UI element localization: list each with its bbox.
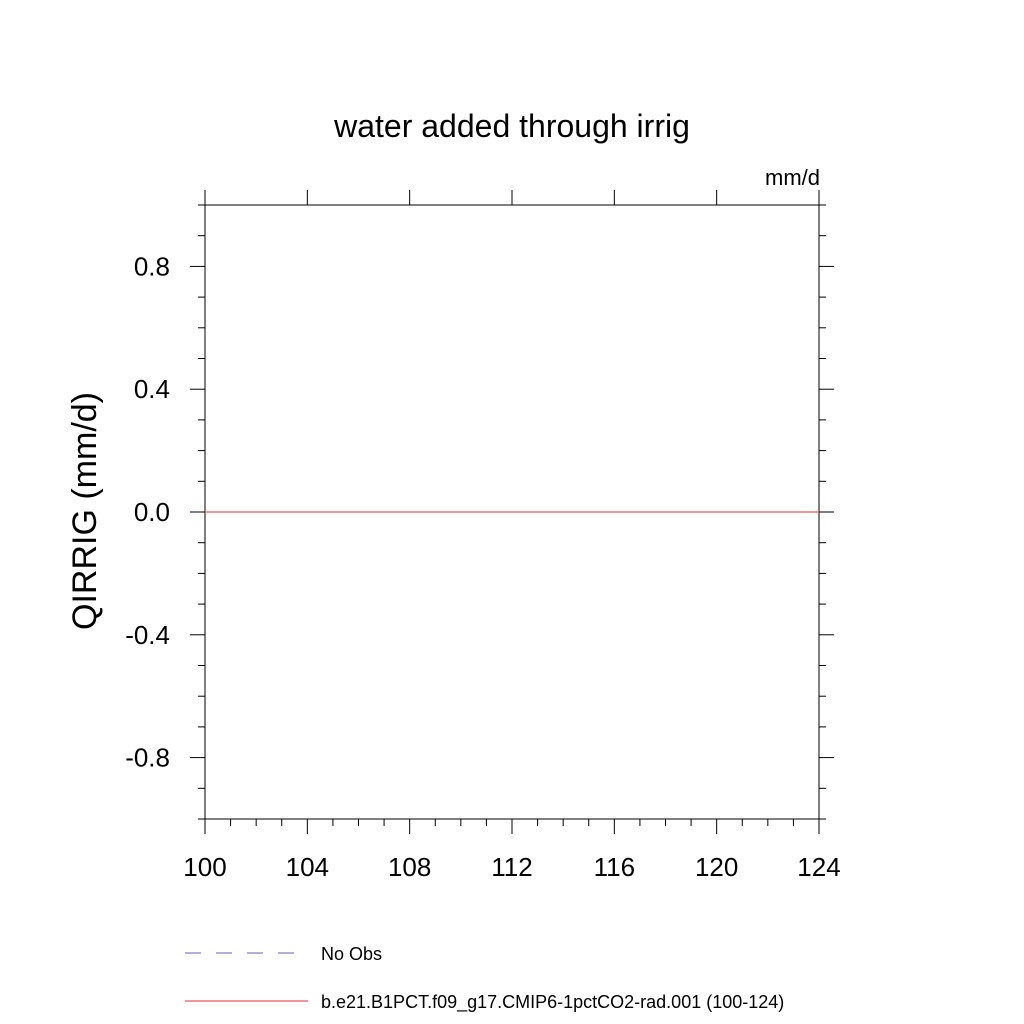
legend: No Obs b.e21.B1PCT.f09_g17.CMIP6-1pctCO2-…: [185, 944, 784, 1013]
x-tick-label: 116: [594, 852, 635, 882]
chart-title: water added through irrig: [333, 108, 690, 144]
units-label: mm/d: [765, 165, 820, 190]
x-tick-label: 104: [286, 852, 329, 882]
axis-ticks: [190, 190, 834, 834]
x-tick-label: 108: [388, 852, 431, 882]
y-tick-label: 0.0: [134, 497, 170, 527]
legend-label-1: b.e21.B1PCT.f09_g17.CMIP6-1pctCO2-rad.00…: [321, 992, 784, 1013]
x-tick-label: 112: [491, 852, 532, 882]
legend-label-0: No Obs: [321, 944, 382, 964]
x-tick-label: 120: [695, 852, 738, 882]
y-tick-label: 0.4: [134, 374, 170, 404]
axis-tick-labels: 100 104 108 112 116 120 124 -0.8 -0.4 0.0 0.4 0.8: [125, 251, 841, 882]
y-tick-label: 0.8: [134, 251, 170, 281]
x-tick-label: 100: [183, 852, 226, 882]
x-tick-label: 124: [797, 852, 840, 882]
y-tick-label: -0.8: [125, 743, 170, 773]
y-tick-label: -0.4: [125, 620, 170, 650]
y-axis-label: QIRRIG (mm/d): [66, 392, 104, 630]
